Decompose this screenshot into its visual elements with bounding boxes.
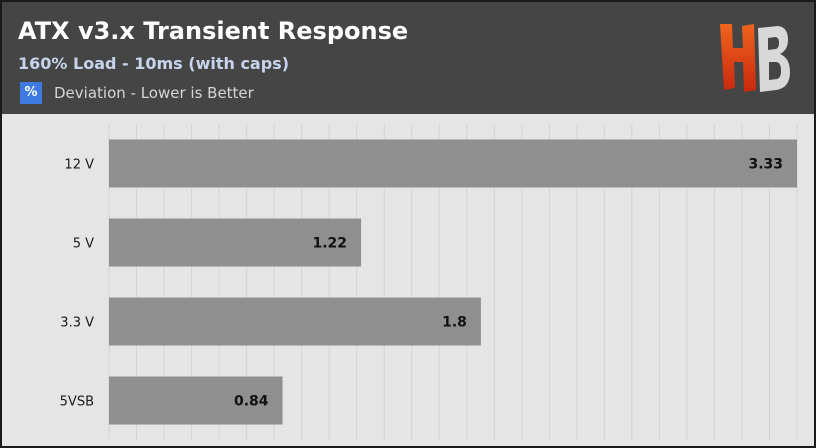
data-label: 0.84 bbox=[234, 394, 269, 410]
metric-label: Deviation - Lower is Better bbox=[54, 84, 254, 102]
chart-header: ATX v3.x Transient Response 160% Load - … bbox=[2, 2, 814, 114]
category-label: 5 V bbox=[73, 237, 94, 252]
bar-chart: 12 V 3.33 5 V 1.22 3.3 V 1.8 5VSB 0.84 bbox=[60, 124, 798, 440]
percent-icon: % bbox=[20, 82, 42, 104]
bar bbox=[109, 297, 481, 346]
data-label: 3.33 bbox=[748, 157, 783, 173]
category-label: 3.3 V bbox=[60, 316, 94, 331]
category-label: 12 V bbox=[64, 158, 94, 173]
category-label: 5VSB bbox=[60, 395, 94, 410]
bar bbox=[109, 218, 362, 267]
bar bbox=[109, 139, 797, 188]
chart-title: ATX v3.x Transient Response bbox=[18, 17, 409, 45]
bar bbox=[109, 376, 283, 425]
data-label: 1.8 bbox=[442, 315, 467, 331]
hb-logo-icon bbox=[720, 24, 790, 92]
data-label: 1.22 bbox=[313, 236, 348, 252]
chart-subtitle: 160% Load - 10ms (with caps) bbox=[18, 54, 290, 73]
